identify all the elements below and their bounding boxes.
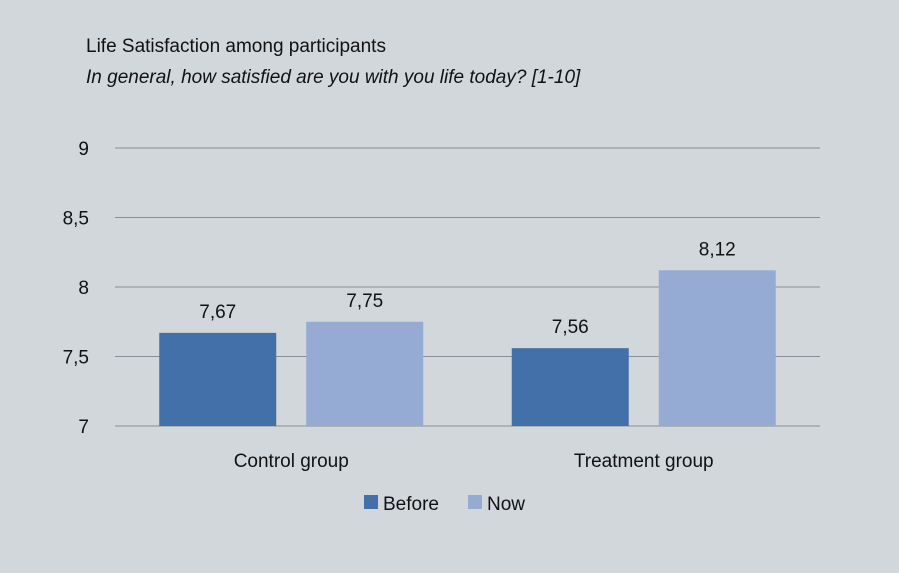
chart-title: Life Satisfaction among participants xyxy=(86,36,386,57)
legend-label-now: Now xyxy=(487,494,525,515)
bar-before-treatment-group xyxy=(511,348,629,426)
data-label-layer: 7,67 7,75 7,56 8,12 xyxy=(199,239,735,338)
y-tick-label: 8,5 xyxy=(63,209,89,230)
data-label: 7,67 xyxy=(199,302,236,323)
legend-swatch-before xyxy=(364,495,378,509)
chart-subtitle: In general, how satisfied are you with y… xyxy=(86,67,581,88)
data-label: 7,75 xyxy=(346,291,383,312)
bar-now-treatment-group xyxy=(658,270,776,426)
bar-layer xyxy=(159,270,776,426)
data-label: 7,56 xyxy=(552,317,589,338)
legend-label-before: Before xyxy=(383,494,439,515)
category-label: Control group xyxy=(234,451,349,472)
y-tick-label: 7 xyxy=(78,417,89,438)
category-label: Treatment group xyxy=(574,451,714,472)
category-label-layer: Control group Treatment group xyxy=(234,451,714,472)
data-label: 8,12 xyxy=(699,239,736,260)
y-tick-label: 9 xyxy=(78,139,89,160)
bar-now-control-group xyxy=(306,321,424,426)
y-tick-label: 8 xyxy=(78,278,89,299)
y-tick-label: 7,5 xyxy=(63,348,89,369)
bar-before-control-group xyxy=(159,332,277,426)
legend: Before Now xyxy=(364,494,525,515)
legend-swatch-now xyxy=(468,495,482,509)
y-axis-tick-labels: 7 7,5 8 8,5 9 xyxy=(63,139,89,438)
